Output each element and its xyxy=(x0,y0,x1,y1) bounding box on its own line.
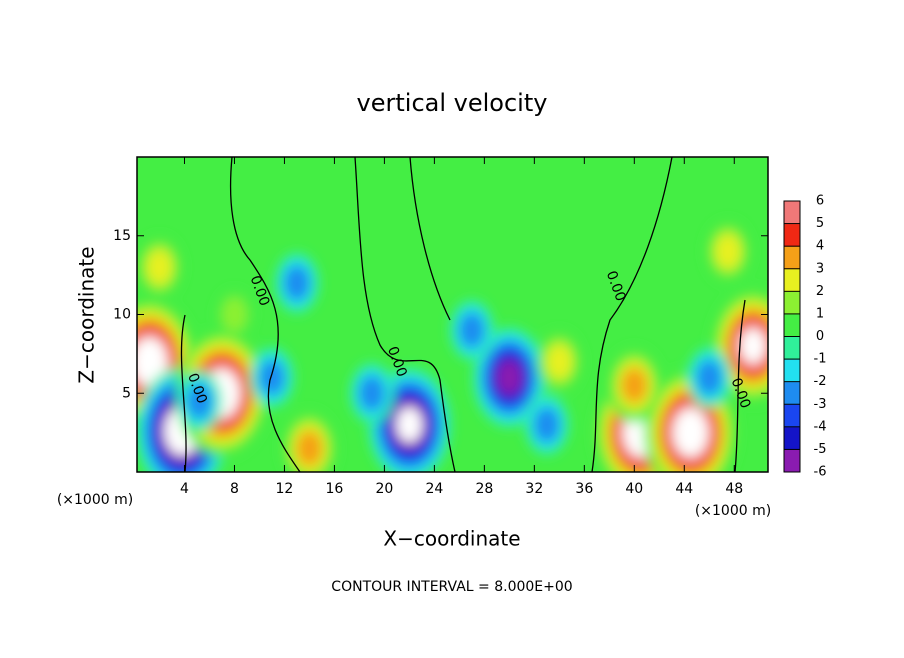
y-tick-label: 5 xyxy=(122,385,131,401)
colorbar-tick-label: 5 xyxy=(816,216,824,231)
field-blob xyxy=(186,383,213,419)
x-tick-label: 40 xyxy=(625,481,643,497)
colorbar-band xyxy=(784,336,800,360)
field-blob xyxy=(259,359,285,396)
colorbar-tick-label: -1 xyxy=(814,352,827,367)
x-tick-label: 4 xyxy=(180,481,189,497)
zero-contour xyxy=(180,314,187,472)
zero-contour xyxy=(229,157,301,472)
x-unit: (×1000 m) xyxy=(57,492,133,508)
field-blob xyxy=(146,249,173,285)
y-axis-label: Z−coordinate xyxy=(75,246,99,383)
x-tick-label: 36 xyxy=(575,481,593,497)
colorbar-band xyxy=(784,201,800,225)
x-tick-label: 32 xyxy=(525,481,543,497)
colorbar-tick-label: -2 xyxy=(814,374,827,389)
field-blobs xyxy=(137,220,768,472)
colorbar-tick-label: 2 xyxy=(816,284,824,299)
colorbar-band xyxy=(784,381,800,405)
colorbar-band xyxy=(784,426,800,450)
colorbar-band xyxy=(784,291,800,315)
x-tick-label: 16 xyxy=(326,481,344,497)
field-blob xyxy=(296,430,323,466)
field-blob xyxy=(740,328,766,364)
colorbar-band xyxy=(784,359,800,383)
colorbar-tick-label: 4 xyxy=(816,239,824,254)
colorbar-tick-label: 1 xyxy=(816,306,824,321)
colorbar-tick-label: 6 xyxy=(816,194,824,209)
colorbar-tick-label: 3 xyxy=(816,261,824,276)
field-blob xyxy=(496,359,523,396)
field-blob xyxy=(284,265,310,301)
colorbar-tick-label: -3 xyxy=(814,397,827,412)
x-tick-label: 8 xyxy=(230,481,239,497)
y-tick-label: 15 xyxy=(113,228,131,244)
x-tick-label: 24 xyxy=(425,481,443,497)
x-unit: (×1000 m) xyxy=(695,503,771,519)
colorbar-band xyxy=(784,404,800,428)
x-tick-label: 48 xyxy=(725,481,743,497)
y-tick-label: 10 xyxy=(113,307,131,323)
zero-contour xyxy=(354,157,456,472)
field-blob xyxy=(534,407,560,443)
field-blob xyxy=(137,344,163,380)
colorbar-band xyxy=(784,268,800,292)
colorbar-band xyxy=(784,246,800,270)
x-tick-label: 12 xyxy=(276,481,294,497)
field-blob xyxy=(677,415,704,451)
footer: CONTOUR INTERVAL = 8.000E+00 xyxy=(331,579,572,595)
chart-title: vertical velocity xyxy=(357,89,548,117)
colorbar-tick-label: -4 xyxy=(814,419,827,434)
zero-contour xyxy=(409,157,451,321)
colorbar-tick-label: -5 xyxy=(814,442,827,457)
zero-contour xyxy=(591,157,673,472)
x-axis-label: X−coordinate xyxy=(383,527,520,551)
field-blob xyxy=(396,407,423,443)
colorbar-tick-label: -6 xyxy=(814,465,827,480)
colorbar-tick-label: 0 xyxy=(816,329,824,344)
colorbar-band xyxy=(784,223,800,247)
colorbar-band xyxy=(784,449,800,473)
x-tick-label: 20 xyxy=(375,481,393,497)
field-blob xyxy=(696,359,723,396)
field-blob xyxy=(459,312,485,348)
field-blob xyxy=(546,344,573,380)
colorbar-band xyxy=(784,313,800,337)
zero-contour xyxy=(734,299,746,472)
field-blob xyxy=(221,296,248,333)
x-tick-label: 28 xyxy=(475,481,493,497)
field-blob xyxy=(621,367,648,403)
field-blob xyxy=(359,375,385,411)
field-blob xyxy=(715,233,741,270)
x-tick-label: 44 xyxy=(675,481,693,497)
